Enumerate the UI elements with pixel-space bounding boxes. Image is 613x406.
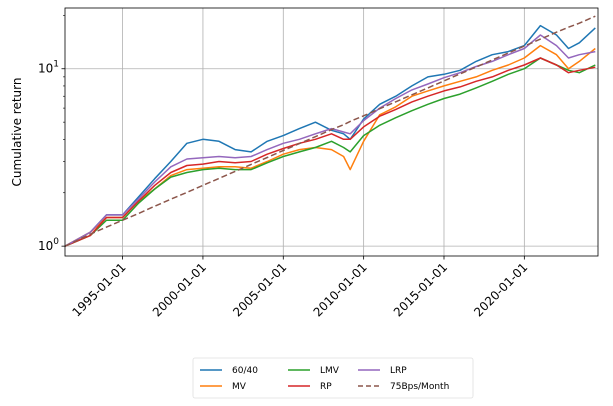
- y-tick-label: 101: [38, 60, 59, 76]
- series-line-60-40: [64, 24, 596, 247]
- y-tick-label: 100: [38, 237, 59, 253]
- x-tick-label: 2005-01-01: [230, 260, 289, 319]
- legend-label: LMV: [320, 366, 340, 376]
- legend-label: MV: [232, 382, 247, 392]
- series-line-lmv: [64, 57, 596, 247]
- series-line-rp: [64, 57, 596, 247]
- legend-frame: [192, 357, 474, 399]
- legend-label: 75Bps/Month: [390, 382, 449, 392]
- y-axis-label: Cumulative return: [10, 78, 24, 187]
- legend: 60/40 MV LMV RP LRP 75Bps/Month: [192, 357, 474, 399]
- x-tick-label: 2010-01-01: [311, 260, 370, 319]
- series-line-lrp: [64, 34, 596, 247]
- legend-label: 60/40: [232, 366, 258, 376]
- legend-label: RP: [320, 382, 332, 392]
- x-tick-label: 2015-01-01: [391, 260, 450, 319]
- x-tick-label: 2020-01-01: [471, 260, 530, 319]
- series-line-mv: [64, 44, 596, 247]
- legend-label: LRP: [390, 366, 407, 376]
- y-axis: 100 101: [38, 15, 65, 253]
- x-tick-label: 1995-01-01: [69, 260, 128, 319]
- series-line-75bps-month: [64, 15, 596, 247]
- grid-lines: [65, 8, 598, 256]
- x-axis: 1995-01-01 2000-01-01 2005-01-01 2010-01-01…: [69, 256, 530, 319]
- plot-frame: [64, 7, 599, 257]
- series-lines: [64, 15, 596, 247]
- x-tick-label: 2000-01-01: [150, 260, 209, 319]
